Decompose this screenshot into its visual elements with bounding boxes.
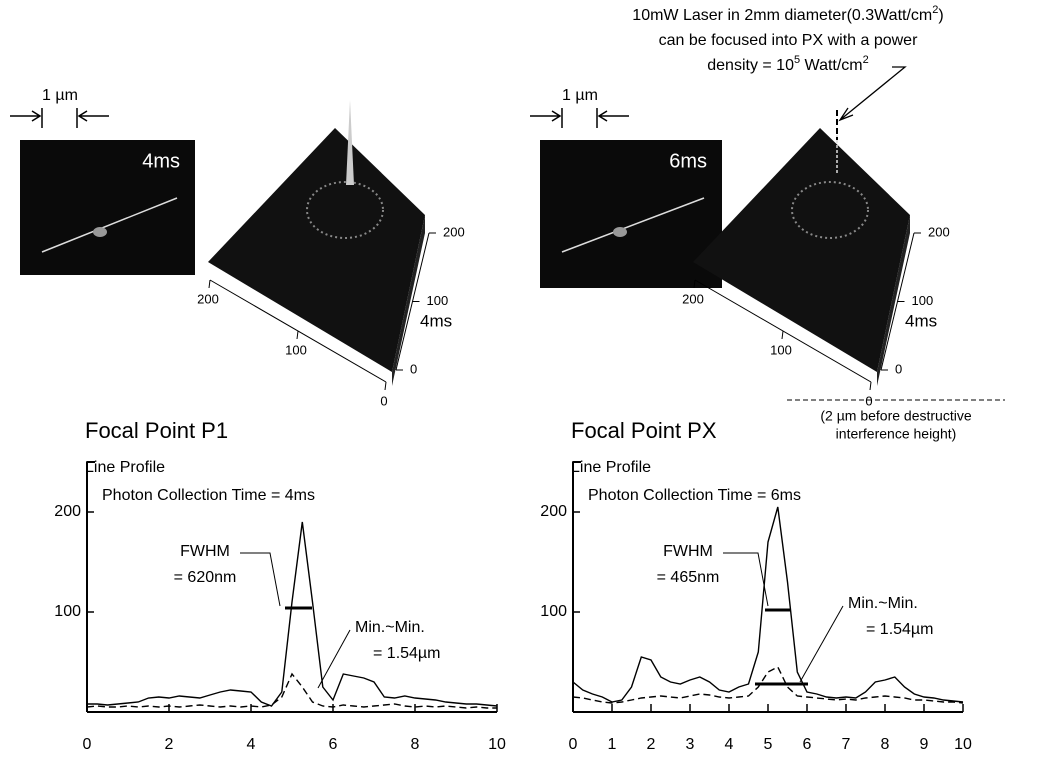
surface-tick [693, 279, 696, 289]
image-time-label: 6ms [669, 150, 707, 172]
chart-title: Focal Point P1 [85, 418, 228, 443]
laser-note-part: 10mW Laser in 2mm diameter(0.3Watt/cm [632, 7, 932, 24]
surface-tick [781, 330, 784, 340]
surface-tick-label: 0 [895, 361, 902, 376]
minmin-leader [317, 629, 351, 689]
x-tick-label: 10 [488, 736, 506, 753]
x-tick-label: 0 [83, 736, 92, 753]
height-note: (2 µm before destructive [820, 408, 971, 424]
chart-title: Focal Point PX [571, 418, 717, 443]
surface-tick-label: 200 [197, 291, 219, 306]
y-axis-label: Line Profile [85, 459, 165, 476]
laser-note-part: ) [938, 7, 943, 24]
y-tick-label: 200 [540, 503, 567, 520]
profile-cut [561, 197, 705, 253]
image-panel [540, 140, 722, 288]
y-tick-label: 100 [54, 603, 81, 620]
focal-spot [613, 227, 627, 237]
laser-note-part: 2 [932, 4, 938, 16]
scale-label: 1 µm [42, 87, 78, 104]
fwhm-label: FWHM [663, 543, 713, 560]
x-tick-label: 6 [803, 736, 812, 753]
subtitle: Photon Collection Time = 4ms [102, 487, 315, 504]
minmin-label: Min.~Min. [355, 619, 425, 636]
profile-line [87, 521, 498, 707]
surface-tick [384, 381, 387, 391]
surface-tick-label: 100 [285, 342, 307, 357]
x-tick-label: 6 [329, 736, 338, 753]
scale-arrow [10, 110, 109, 122]
surface-side [392, 215, 425, 386]
scale-arrow [530, 110, 629, 122]
surface-tick-label: 100 [912, 293, 934, 308]
surface-tick-label: 200 [928, 224, 950, 239]
laser-note-part: Watt/cm [800, 57, 863, 74]
laser-note-part: density = 10 [707, 57, 794, 74]
fwhm-leader [723, 552, 769, 607]
laser-note-part: 5 [794, 54, 800, 66]
x-tick-label: 3 [686, 736, 695, 753]
surface-label: 4ms [905, 311, 937, 330]
image-panel [20, 140, 195, 275]
x-tick-label: 1 [608, 736, 617, 753]
fwhm-leader [240, 552, 281, 607]
profile-line [86, 672, 497, 709]
surface-tick [208, 279, 211, 289]
x-tick-label: 4 [725, 736, 734, 753]
x-tick-label: 10 [954, 736, 972, 753]
fwhm-value: = 620nm [174, 569, 237, 586]
laser-note: 10mW Laser in 2mm diameter(0.3Watt/cm2) [632, 4, 943, 24]
minmin-label: Min.~Min. [848, 595, 918, 612]
subtitle: Photon Collection Time = 6ms [588, 487, 801, 504]
laser-arrow [838, 66, 907, 122]
y-tick-label: 100 [540, 603, 567, 620]
surface-spike [346, 100, 354, 185]
x-tick-label: 0 [569, 736, 578, 753]
scale-label: 1 µm [562, 87, 598, 104]
surface-tick-label: 100 [770, 342, 792, 357]
surface-face [693, 128, 910, 372]
x-tick-label: 9 [920, 736, 929, 753]
y-axis-label: Line Profile [571, 459, 651, 476]
x-tick-label: 7 [842, 736, 851, 753]
x-tick-label: 2 [647, 736, 656, 753]
surface-tick [869, 381, 872, 391]
fwhm-value: = 465nm [657, 569, 720, 586]
x-tick-label: 8 [411, 736, 420, 753]
profile-cut [41, 197, 178, 253]
laser-note-part: 2 [863, 54, 869, 66]
fwhm-label: FWHM [180, 543, 230, 560]
x-tick-label: 8 [881, 736, 890, 753]
minmin-value: = 1.54µm [373, 645, 440, 662]
image-time-label: 4ms [142, 150, 180, 172]
surface-ring [791, 181, 869, 239]
surface-tick [296, 330, 299, 340]
surface-tick-label: 0 [380, 393, 387, 408]
x-tick-label: 5 [764, 736, 773, 753]
laser-note: density = 105 Watt/cm2 [707, 54, 869, 74]
x-tick-label: 2 [165, 736, 174, 753]
height-note: interference height) [836, 426, 957, 442]
surface-label: 4ms [420, 311, 452, 330]
laser-note: can be focused into PX with a power [659, 32, 918, 49]
surface-ring [306, 181, 384, 239]
profile-line [572, 506, 964, 703]
surface-tick-label: 200 [682, 291, 704, 306]
surface-side [877, 215, 910, 386]
laser-note-part: can be focused into PX with a power [659, 32, 918, 49]
surface-tick-label: 0 [410, 361, 417, 376]
profile-line [572, 666, 964, 704]
surface-tick-label: 0 [865, 393, 872, 408]
minmin-leader [799, 605, 844, 683]
focal-spot [93, 227, 107, 237]
x-tick-label: 4 [247, 736, 256, 753]
surface-tick-label: 200 [443, 224, 465, 239]
y-tick-label: 200 [54, 503, 81, 520]
minmin-value: = 1.54µm [866, 621, 933, 638]
surface-tick-label: 100 [427, 293, 449, 308]
surface-face [208, 128, 425, 372]
